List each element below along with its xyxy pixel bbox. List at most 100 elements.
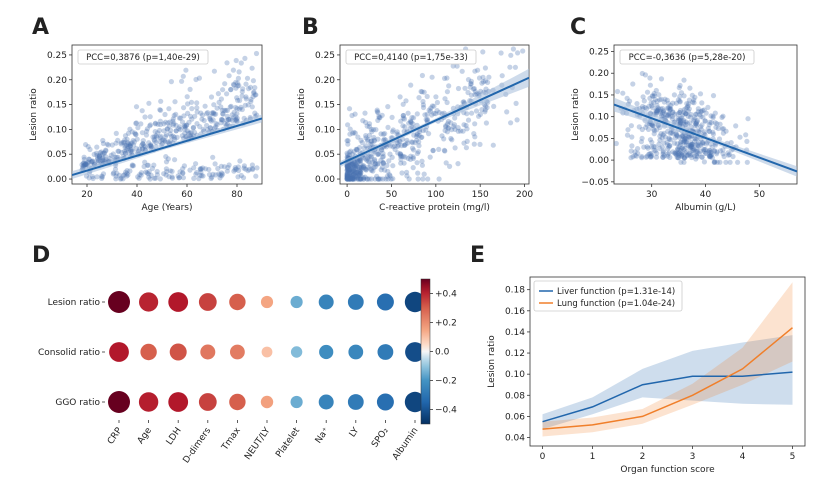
data-point <box>200 126 206 132</box>
data-point <box>235 83 241 89</box>
data-point <box>153 139 159 146</box>
data-point <box>347 173 353 179</box>
data-point <box>345 176 351 182</box>
data-point <box>683 121 689 128</box>
data-point <box>400 113 406 119</box>
data-point <box>354 174 360 181</box>
data-point <box>219 107 225 113</box>
data-point <box>188 129 194 136</box>
data-point <box>184 128 190 134</box>
data-point <box>352 130 358 136</box>
data-point <box>176 115 182 121</box>
data-point <box>735 159 741 165</box>
data-point <box>201 128 207 134</box>
data-point <box>719 114 725 120</box>
data-point <box>187 167 193 173</box>
data-point <box>132 131 139 137</box>
data-point <box>344 175 350 181</box>
data-point <box>127 143 133 149</box>
data-point <box>164 126 170 132</box>
data-point <box>683 111 689 117</box>
data-point <box>714 121 720 127</box>
data-point <box>394 140 400 146</box>
data-point <box>152 134 158 140</box>
data-point <box>419 89 425 95</box>
data-point <box>93 150 100 156</box>
data-point <box>434 99 440 106</box>
data-point <box>660 154 666 160</box>
data-point <box>157 176 163 182</box>
data-point <box>231 81 237 87</box>
data-point <box>344 170 350 176</box>
column-label: Albumin <box>391 426 420 462</box>
data-point <box>142 114 148 120</box>
data-point <box>221 164 227 170</box>
data-point <box>235 174 241 180</box>
data-point <box>146 100 152 106</box>
data-point <box>640 103 646 110</box>
data-point <box>719 126 725 132</box>
data-point <box>138 121 144 127</box>
data-point <box>692 136 698 142</box>
data-point <box>352 160 358 166</box>
data-point <box>644 122 650 128</box>
data-point <box>215 165 221 172</box>
data-point <box>233 116 239 122</box>
data-point <box>399 153 405 159</box>
column-label: Tmax <box>220 425 244 453</box>
data-point <box>678 90 685 96</box>
data-point <box>156 127 163 134</box>
data-point <box>717 159 723 165</box>
data-point <box>707 119 713 125</box>
data-point <box>672 135 679 141</box>
y-tick-label: 0.25 <box>315 51 335 61</box>
heatmap-dot <box>290 395 303 409</box>
data-point <box>359 164 365 170</box>
data-point <box>85 144 91 150</box>
data-point <box>449 137 455 143</box>
data-point <box>378 157 384 163</box>
data-point <box>352 164 358 170</box>
y-tick-label: 0.05 <box>47 150 67 160</box>
data-point <box>351 162 357 169</box>
data-point <box>695 142 701 149</box>
data-point <box>197 172 203 178</box>
x-tick-label: 40 <box>131 190 143 200</box>
data-point <box>465 117 472 123</box>
data-point <box>129 140 135 146</box>
data-point <box>685 108 691 114</box>
data-point <box>187 130 193 136</box>
data-point <box>667 105 673 111</box>
data-point <box>167 138 174 144</box>
data-point <box>148 142 154 148</box>
data-point <box>639 126 645 133</box>
data-point <box>167 119 173 125</box>
data-point <box>205 127 211 133</box>
data-point <box>402 124 408 130</box>
data-point <box>246 86 252 92</box>
data-point <box>375 110 381 116</box>
data-point <box>401 142 407 148</box>
data-point <box>98 158 104 164</box>
data-point <box>668 130 674 136</box>
data-point <box>507 64 513 70</box>
data-point <box>357 172 364 178</box>
data-point <box>345 141 351 147</box>
data-point <box>681 121 687 127</box>
data-point <box>164 126 170 132</box>
data-point <box>228 103 234 109</box>
data-point <box>204 122 210 129</box>
data-point <box>730 153 736 160</box>
data-point <box>686 97 693 103</box>
data-point <box>649 93 655 99</box>
data-point <box>378 131 384 137</box>
data-point <box>682 136 688 142</box>
data-point <box>110 171 116 177</box>
data-point <box>136 175 142 181</box>
data-point <box>163 132 169 138</box>
y-tick-label: 0.20 <box>315 76 335 86</box>
data-point <box>89 159 95 165</box>
data-point <box>91 151 97 157</box>
data-point <box>647 151 653 157</box>
